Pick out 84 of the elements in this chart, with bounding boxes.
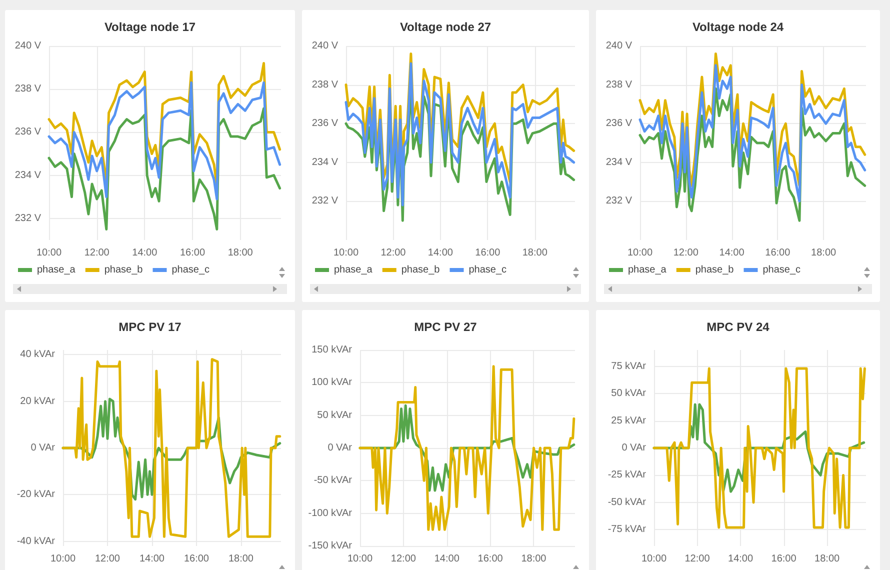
y-tick-label: 0 VAr [622, 442, 647, 454]
y-tick-label: -75 kVAr [608, 524, 647, 536]
x-tick-label: 12:00 [84, 248, 110, 258]
y-tick-label: 240 V [606, 40, 632, 52]
legend-label: phase_b [695, 264, 734, 276]
x-tick-label: 16:00 [180, 248, 206, 258]
legend-label: phase_c [468, 264, 507, 276]
y-tick-label: 236 V [312, 118, 338, 130]
y-tick-label: 234 V [312, 156, 338, 168]
x-tick-label: 16:00 [478, 554, 504, 564]
x-tick-label: 14:00 [434, 554, 460, 564]
legend-label: phase_c [172, 264, 210, 276]
x-tick-label: 18:00 [228, 248, 254, 258]
line-series [638, 64, 866, 202]
x-tick-label: 14:00 [728, 554, 754, 564]
x-tick-label: 18:00 [811, 248, 836, 258]
y-tick-label: 236 V [606, 118, 632, 130]
x-tick-label: 12:00 [684, 554, 710, 564]
chart-title: MPC PV 27 [414, 320, 478, 334]
x-tick-label: 18:00 [521, 554, 547, 564]
legend-label: phase_b [104, 264, 144, 276]
chart-title: Voltage node 17 [104, 20, 196, 34]
legend-label: phase_b [401, 264, 440, 276]
y-tick-label: 20 kVAr [20, 396, 56, 407]
x-tick-label: 14:00 [428, 248, 454, 258]
y-tick-label: 238 V [312, 79, 338, 90]
y-tick-label: 100 kVAr [312, 377, 353, 388]
y-tick-label: 50 kVAr [317, 410, 353, 421]
chart-title: MPC PV 17 [118, 320, 182, 334]
y-tick-label: 234 V [14, 170, 42, 181]
y-tick-label: 238 V [606, 79, 632, 90]
y-tick-label: 25 kVAr [611, 415, 647, 426]
legend-label: phase_c [762, 264, 801, 276]
y-tick-label: 150 kVAr [312, 344, 353, 356]
line-series [652, 367, 866, 529]
y-tick-label: 232 V [312, 196, 338, 207]
line-series [358, 365, 576, 531]
x-tick-label: 10:00 [641, 554, 667, 564]
y-tick-label: 0 VAr [328, 442, 353, 454]
x-tick-label: 18:00 [228, 554, 254, 564]
chart-title: Voltage node 24 [692, 20, 784, 34]
legend-label: phase_a [628, 264, 667, 276]
legend-label: phase_a [334, 264, 373, 276]
x-tick-label: 18:00 [814, 554, 840, 564]
y-tick-label: 232 V [606, 196, 632, 207]
x-tick-label: 10:00 [627, 248, 653, 258]
x-tick-label: 10:00 [50, 554, 76, 564]
y-tick-label: -50 kVAr [608, 496, 647, 508]
y-tick-label: 240 V [14, 40, 42, 52]
y-tick-label: 50 kVAr [611, 388, 647, 400]
x-tick-label: 12:00 [94, 554, 120, 564]
y-tick-label: 75 kVAr [611, 360, 647, 372]
y-tick-label: -40 kVAr [16, 536, 56, 547]
y-tick-label: 238 V [14, 84, 42, 95]
chart-title: Voltage node 27 [400, 20, 492, 34]
y-tick-label: 236 V [14, 126, 42, 138]
y-tick-label: 240 V [312, 40, 338, 52]
y-tick-label: 0 VAr [30, 442, 56, 454]
y-tick-label: 234 V [606, 156, 632, 168]
line-series [48, 81, 282, 200]
x-tick-label: 14:00 [719, 248, 745, 258]
y-tick-label: -25 kVAr [608, 470, 647, 481]
x-tick-label: 16:00 [765, 248, 791, 258]
y-tick-label: -100 kVAr [308, 508, 353, 519]
x-tick-label: 18:00 [522, 248, 548, 258]
line-series [62, 358, 282, 538]
x-tick-label: 16:00 [475, 248, 501, 258]
y-tick-label: -50 kVAr [314, 475, 353, 486]
y-tick-label: -150 kVAr [308, 540, 353, 552]
legend-label: phase_a [37, 264, 76, 276]
x-tick-label: 10:00 [347, 554, 373, 564]
x-tick-label: 12:00 [673, 248, 699, 258]
y-tick-label: -20 kVAr [16, 489, 56, 500]
x-tick-label: 12:00 [380, 248, 406, 258]
x-tick-label: 12:00 [390, 554, 416, 564]
y-tick-label: 40 kVAr [20, 349, 56, 360]
chart-title: MPC PV 24 [706, 320, 770, 334]
y-tick-label: 232 V [14, 212, 42, 224]
x-tick-label: 14:00 [132, 248, 158, 258]
x-tick-label: 16:00 [771, 554, 797, 564]
x-tick-label: 14:00 [139, 554, 165, 564]
x-tick-label: 16:00 [184, 554, 210, 564]
x-tick-label: 10:00 [36, 248, 62, 258]
x-tick-label: 10:00 [333, 248, 359, 258]
